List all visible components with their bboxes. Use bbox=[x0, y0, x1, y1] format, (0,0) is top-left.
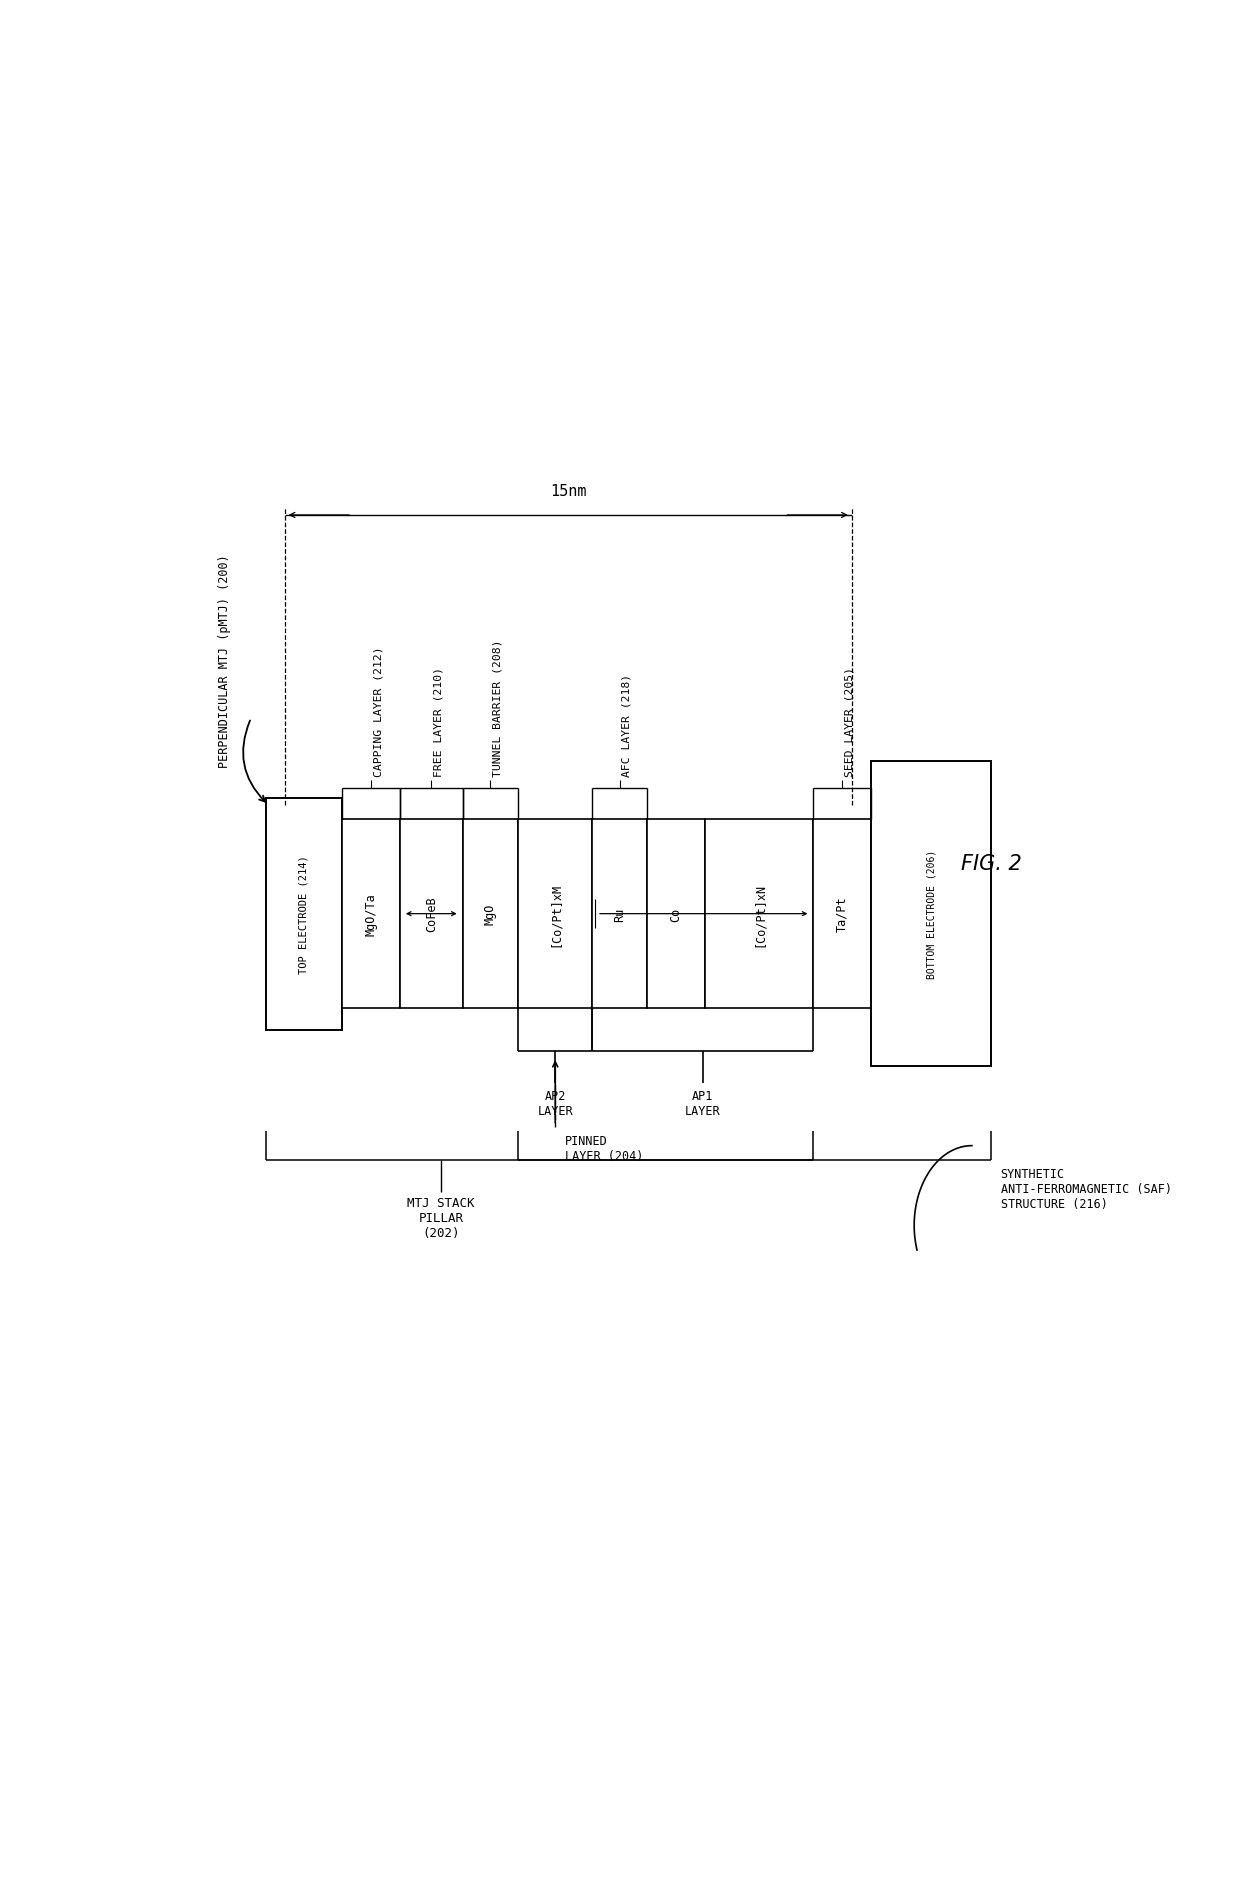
Bar bbox=[870, 762, 991, 1067]
Text: [Co/Pt]xM: [Co/Pt]xM bbox=[549, 883, 562, 947]
Text: FREE LAYER (210): FREE LAYER (210) bbox=[433, 666, 443, 777]
Bar bbox=[593, 821, 647, 1009]
Text: MgO/Ta: MgO/Ta bbox=[365, 892, 378, 935]
Bar bbox=[265, 798, 342, 1029]
Text: AP1
LAYER: AP1 LAYER bbox=[684, 1090, 720, 1118]
Text: Ru: Ru bbox=[613, 907, 626, 922]
Text: 15nm: 15nm bbox=[551, 484, 587, 499]
Text: TUNNEL BARRIER (208): TUNNEL BARRIER (208) bbox=[492, 640, 502, 777]
Text: BOTTOM ELECTRODE (206): BOTTOM ELECTRODE (206) bbox=[926, 849, 936, 979]
Text: PERPENDICULAR MTJ (pMTJ) (200): PERPENDICULAR MTJ (pMTJ) (200) bbox=[218, 553, 231, 768]
Bar bbox=[647, 821, 704, 1009]
Text: [Co/Pt]xN: [Co/Pt]xN bbox=[753, 883, 765, 947]
Text: SEED LAYER (205): SEED LAYER (205) bbox=[844, 666, 854, 777]
Text: FIG. 2: FIG. 2 bbox=[961, 853, 1022, 873]
Bar bbox=[518, 821, 593, 1009]
Text: AP2
LAYER: AP2 LAYER bbox=[537, 1090, 573, 1118]
Bar bbox=[342, 821, 401, 1009]
Text: MgO: MgO bbox=[484, 903, 497, 924]
Text: Co: Co bbox=[670, 907, 682, 922]
Bar bbox=[463, 821, 518, 1009]
Text: PINNED
LAYER (204): PINNED LAYER (204) bbox=[565, 1135, 644, 1163]
Text: MTJ STACK
PILLAR
(202): MTJ STACK PILLAR (202) bbox=[407, 1197, 475, 1240]
Bar bbox=[401, 821, 463, 1009]
Text: TOP ELECTRODE (214): TOP ELECTRODE (214) bbox=[299, 854, 309, 973]
Text: CAPPING LAYER (212): CAPPING LAYER (212) bbox=[373, 646, 383, 777]
Bar bbox=[704, 821, 813, 1009]
Text: Ta/Pt: Ta/Pt bbox=[836, 896, 848, 932]
Text: AFC LAYER (218): AFC LAYER (218) bbox=[621, 674, 631, 777]
Text: CoFeB: CoFeB bbox=[425, 896, 438, 932]
Text: SYNTHETIC
ANTI-FERROMAGNETIC (SAF)
STRUCTURE (216): SYNTHETIC ANTI-FERROMAGNETIC (SAF) STRUC… bbox=[1001, 1167, 1172, 1210]
Bar bbox=[813, 821, 870, 1009]
